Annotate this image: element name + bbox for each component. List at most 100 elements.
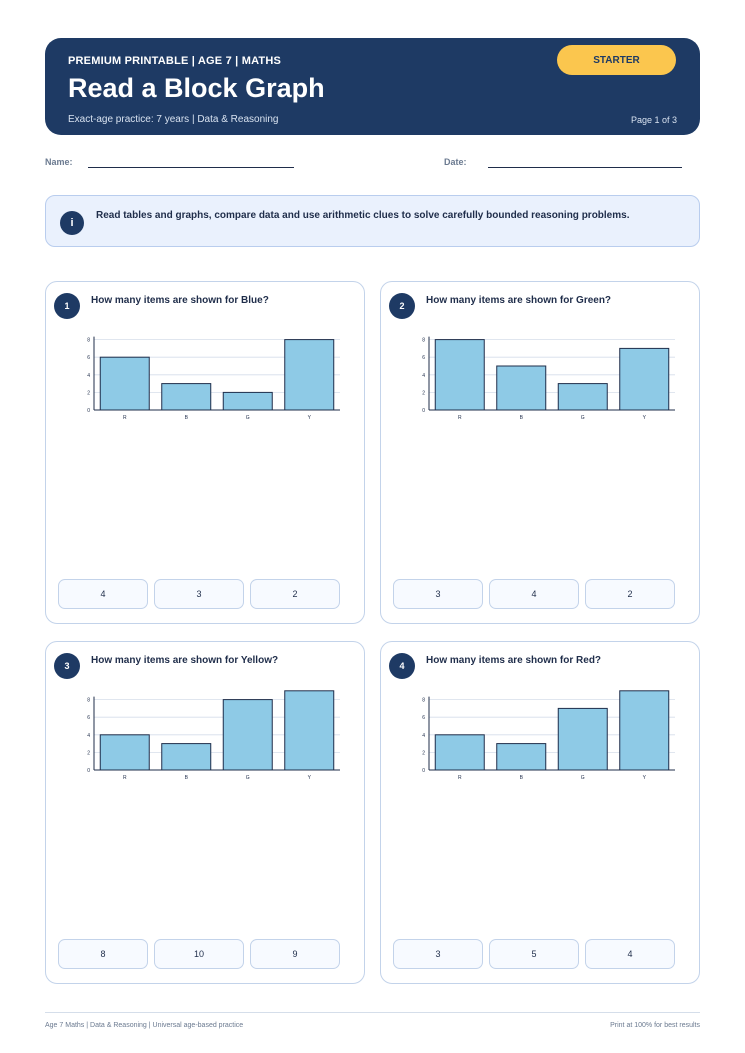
- x-tick-label: Y: [643, 415, 647, 421]
- info-icon: i: [60, 211, 84, 235]
- y-tick-label: 8: [87, 338, 90, 344]
- bar-B: [496, 365, 547, 411]
- y-tick-label: 4: [87, 373, 90, 379]
- y-tick-label: 0: [87, 768, 90, 774]
- bar-G: [222, 699, 273, 771]
- question-card-2: 2 How many items are shown for Green? 0 2…: [380, 281, 700, 624]
- block-graph: 0 2 4 6 8 R B G Y: [87, 336, 340, 421]
- y-tick-label: 6: [87, 355, 90, 361]
- bar-G: [222, 391, 273, 411]
- name-label: Name:: [45, 157, 73, 167]
- question-number: 2: [389, 293, 415, 319]
- question-number: 4: [389, 653, 415, 679]
- header-kicker: PREMIUM PRINTABLE | AGE 7 | MATHS: [68, 55, 282, 67]
- question-number: 1: [54, 293, 80, 319]
- answer-options: 8 10 9: [58, 939, 340, 969]
- answer-option[interactable]: 4: [489, 579, 579, 609]
- y-tick-label: 4: [422, 373, 425, 379]
- footer-divider: [45, 1012, 700, 1013]
- y-tick-label: 2: [422, 390, 425, 396]
- date-label: Date:: [444, 157, 467, 167]
- bar-Y: [284, 690, 335, 771]
- answer-option[interactable]: 3: [393, 579, 483, 609]
- answer-options: 3 4 2: [393, 579, 675, 609]
- page-number: Page 1 of 3: [630, 115, 677, 125]
- block-graph: 0 2 4 6 8 R B G Y: [422, 690, 675, 781]
- bar-R: [99, 734, 150, 771]
- question-number: 3: [54, 653, 80, 679]
- date-line[interactable]: [488, 167, 682, 168]
- y-tick-label: 4: [87, 733, 90, 739]
- x-tick-label: B: [520, 415, 524, 421]
- x-tick-label: B: [520, 775, 524, 781]
- answer-option[interactable]: 4: [58, 579, 148, 609]
- instructions-text: Read tables and graphs, compare data and…: [96, 210, 630, 221]
- question-text: How many items are shown for Green?: [426, 295, 612, 306]
- question-text: How many items are shown for Blue?: [91, 295, 269, 306]
- x-tick-label: R: [458, 775, 462, 781]
- answer-option[interactable]: 8: [58, 939, 148, 969]
- bar-B: [161, 383, 212, 411]
- bar-Y: [619, 690, 670, 771]
- y-tick-label: 6: [422, 715, 425, 721]
- question-card-4: 4 How many items are shown for Red? 0 2 4 6…: [380, 641, 700, 984]
- bar-R: [99, 356, 150, 411]
- bar-G: [557, 707, 608, 771]
- y-tick-label: 4: [422, 733, 425, 739]
- answer-option[interactable]: 10: [154, 939, 244, 969]
- x-tick-label: B: [185, 775, 189, 781]
- y-tick-label: 2: [87, 750, 90, 756]
- y-tick-label: 0: [87, 408, 90, 414]
- question-text: How many items are shown for Red?: [426, 655, 602, 666]
- y-tick-label: 0: [422, 768, 425, 774]
- name-line[interactable]: [88, 167, 294, 168]
- block-graph: 0 2 4 6 8 R B G Y: [422, 336, 675, 421]
- answer-option[interactable]: 5: [489, 939, 579, 969]
- answer-options: 4 3 2: [58, 579, 340, 609]
- bar-B: [161, 743, 212, 771]
- y-tick-label: 0: [422, 408, 425, 414]
- y-tick-label: 8: [87, 698, 90, 704]
- x-tick-label: G: [246, 775, 250, 781]
- answer-option[interactable]: 4: [585, 939, 675, 969]
- x-tick-label: G: [581, 775, 585, 781]
- y-tick-label: 8: [422, 338, 425, 344]
- answer-option[interactable]: 3: [393, 939, 483, 969]
- level-badge: STARTER: [557, 45, 676, 75]
- instructions-box: i Read tables and graphs, compare data a…: [45, 195, 700, 247]
- footer-right: Print at 100% for best results: [610, 1022, 700, 1029]
- y-tick-label: 2: [422, 750, 425, 756]
- bar-R: [434, 734, 485, 771]
- x-tick-label: G: [581, 415, 585, 421]
- x-tick-label: Y: [308, 775, 312, 781]
- x-tick-label: Y: [308, 415, 312, 421]
- question-card-3: 3 How many items are shown for Yellow? 0…: [45, 641, 365, 984]
- x-tick-label: R: [123, 775, 127, 781]
- bar-B: [496, 743, 547, 771]
- x-tick-label: R: [458, 415, 462, 421]
- y-tick-label: 2: [87, 390, 90, 396]
- x-tick-label: G: [246, 415, 250, 421]
- bar-R: [434, 339, 485, 411]
- x-tick-label: R: [123, 415, 127, 421]
- bar-Y: [284, 339, 335, 411]
- y-tick-label: 8: [422, 698, 425, 704]
- answer-option[interactable]: 9: [250, 939, 340, 969]
- bar-G: [557, 383, 608, 411]
- answer-options: 3 5 4: [393, 939, 675, 969]
- x-tick-label: B: [185, 415, 189, 421]
- bar-Y: [619, 347, 670, 411]
- footer-left: Age 7 Maths | Data & Reasoning | Univers…: [45, 1022, 244, 1029]
- block-graph: 0 2 4 6 8 R B G Y: [87, 690, 340, 781]
- y-tick-label: 6: [422, 355, 425, 361]
- x-tick-label: Y: [643, 775, 647, 781]
- answer-option[interactable]: 3: [154, 579, 244, 609]
- answer-option[interactable]: 2: [585, 579, 675, 609]
- header-subtitle: Exact-age practice: 7 years | Data & Rea…: [68, 114, 279, 125]
- worksheet-header: PREMIUM PRINTABLE | AGE 7 | MATHS Read a…: [45, 38, 700, 135]
- page-title: Read a Block Graph: [68, 73, 325, 103]
- question-text: How many items are shown for Yellow?: [91, 655, 279, 666]
- y-tick-label: 6: [87, 715, 90, 721]
- answer-option[interactable]: 2: [250, 579, 340, 609]
